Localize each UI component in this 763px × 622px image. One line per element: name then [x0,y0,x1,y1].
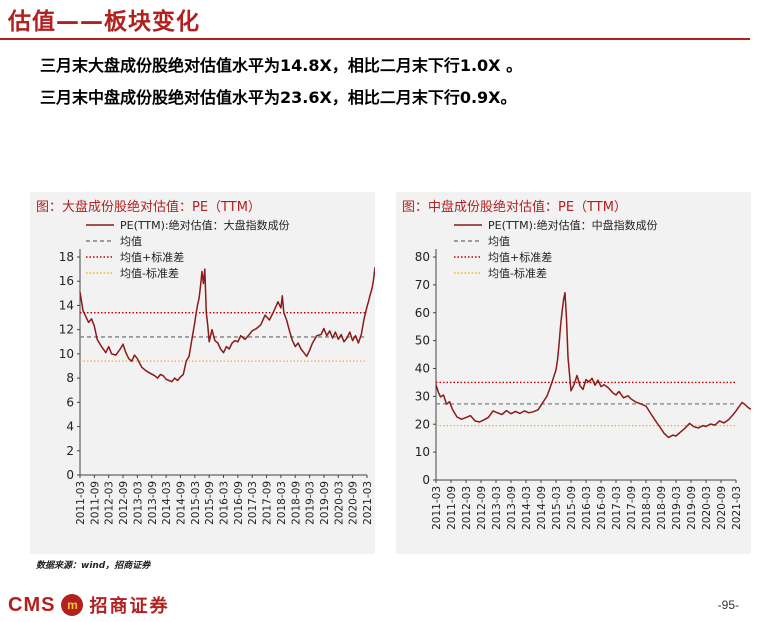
title-divider [0,38,750,40]
x-tick-label: 2020-09 [348,481,360,525]
legend-plus-std-label: 均值+标准差 [488,250,552,264]
y-tick-label: 70 [415,278,430,292]
x-tick-label: 2016-03 [581,486,593,530]
x-tick-label: 2018-03 [276,481,288,525]
chart-large-cap-pe: 图：大盘成份股绝对估值：PE（TTM） PE(TTM):绝对估值：大盘指数成份均值… [36,199,375,525]
legend-series-label: PE(TTM):绝对估值：大盘指数成份 [120,218,290,232]
x-tick-label: 2014-09 [175,481,187,525]
x-tick-label: 2013-09 [506,486,518,530]
x-tick-label: 2020-09 [716,486,728,530]
legend-series-label: PE(TTM):绝对估值：中盘指数成份 [488,218,658,232]
pe-series-line [79,267,375,383]
x-tick-label: 2019-03 [305,481,317,525]
company-logo: CMS m 招商证券 [8,592,169,618]
y-tick-label: 10 [59,347,74,361]
summary-line-mid-cap: 三月末中盘成份股绝对估值水平为23.6X，相比二月末下行0.9X。 [40,88,517,107]
y-tick-label: 0 [66,468,74,482]
legend-mean-label: 均值 [120,235,142,248]
x-tick-label: 2021-03 [362,481,374,525]
x-tick-label: 2018-09 [656,486,668,530]
x-tick-label: 2014-03 [521,486,533,530]
y-tick-label: 60 [415,306,430,320]
y-tick-label: 80 [415,250,430,264]
x-tick-label: 2017-09 [262,481,274,525]
y-tick-label: 6 [66,395,74,409]
x-tick-label: 2013-03 [132,481,144,525]
chart-panel-mid-cap: 图：中盘成份股绝对估值：PE（TTM） PE(TTM):绝对估值：中盘指数成份 均值… [396,192,751,554]
logo-text: CMS [8,593,56,616]
y-tick-label: 14 [59,298,74,312]
y-tick-label: 18 [59,250,74,264]
x-tick-label: 2012-09 [118,481,130,525]
y-tick-label: 10 [415,445,430,459]
x-tick-label: 2019-09 [319,481,331,525]
y-tick-label: 2 [66,444,74,458]
x-tick-label: 2018-09 [290,481,302,525]
x-tick-label: 2021-03 [731,486,743,530]
x-tick-label: 2016-09 [233,481,245,525]
x-tick-label: 2019-09 [686,486,698,530]
logo-badge-icon: m [61,594,84,616]
chart-panel-large-cap: 图：大盘成份股绝对估值：PE（TTM） PE(TTM):绝对估值：大盘指数成份 均值… [30,192,375,554]
x-tick-label: 2011-03 [75,481,87,525]
y-tick-label: 40 [415,362,430,376]
y-tick-label: 20 [415,417,430,431]
y-tick-label: 30 [415,389,430,403]
legend-mean-label: 均值 [488,235,510,248]
chart-title: 图：中盘成份股绝对估值：PE（TTM） [402,199,627,215]
x-tick-label: 2019-03 [671,486,683,530]
legend-plus-std-label: 均值+标准差 [120,250,184,264]
x-tick-label: 2014-03 [161,481,173,525]
x-tick-label: 2018-03 [641,486,653,530]
x-tick-label: 2014-09 [536,486,548,530]
x-tick-label: 2011-09 [89,481,101,525]
y-tick-label: 12 [59,323,74,337]
chart-title: 图：大盘成份股绝对估值：PE（TTM） [36,199,261,215]
x-tick-label: 2012-03 [104,481,116,525]
x-tick-label: 2015-09 [204,481,216,525]
data-source-note: 数据来源：wind，招商证券 [36,561,151,571]
x-tick-label: 2011-09 [446,486,458,530]
x-tick-label: 2016-03 [219,481,231,525]
legend-minus-std-label: 均值-标准差 [488,266,547,280]
x-tick-label: 2016-09 [596,486,608,530]
chart-mid-cap-pe: 图：中盘成份股绝对估值：PE（TTM） PE(TTM):绝对估值：中盘指数成份均值… [402,199,751,530]
x-tick-label: 2013-03 [491,486,503,530]
page-number: -95- [717,598,739,612]
x-tick-label: 2020-03 [701,486,713,530]
x-tick-label: 2017-09 [626,486,638,530]
x-tick-label: 2013-09 [147,481,159,525]
x-tick-label: 2017-03 [247,481,259,525]
logo-chinese-name: 招商证券 [89,596,170,617]
x-tick-label: 2015-03 [190,481,202,525]
y-tick-label: 16 [59,274,74,288]
x-tick-label: 2012-03 [461,486,473,530]
x-tick-label: 2015-03 [551,486,563,530]
x-tick-label: 2011-03 [431,486,443,530]
x-tick-label: 2015-09 [566,486,578,530]
y-tick-label: 50 [415,334,430,348]
y-tick-label: 0 [422,473,430,487]
x-tick-label: 2017-03 [611,486,623,530]
pe-series-line [435,291,751,439]
legend-minus-std-label: 均值-标准差 [120,266,179,280]
summary-line-large-cap: 三月末大盘成份股绝对估值水平为14.8X，相比二月末下行1.0X 。 [40,56,523,75]
x-tick-label: 2012-09 [476,486,488,530]
x-tick-label: 2020-03 [333,481,345,525]
y-tick-label: 8 [66,371,74,385]
y-tick-label: 4 [66,420,74,434]
page-title: 估值——板块变化 [8,9,200,35]
